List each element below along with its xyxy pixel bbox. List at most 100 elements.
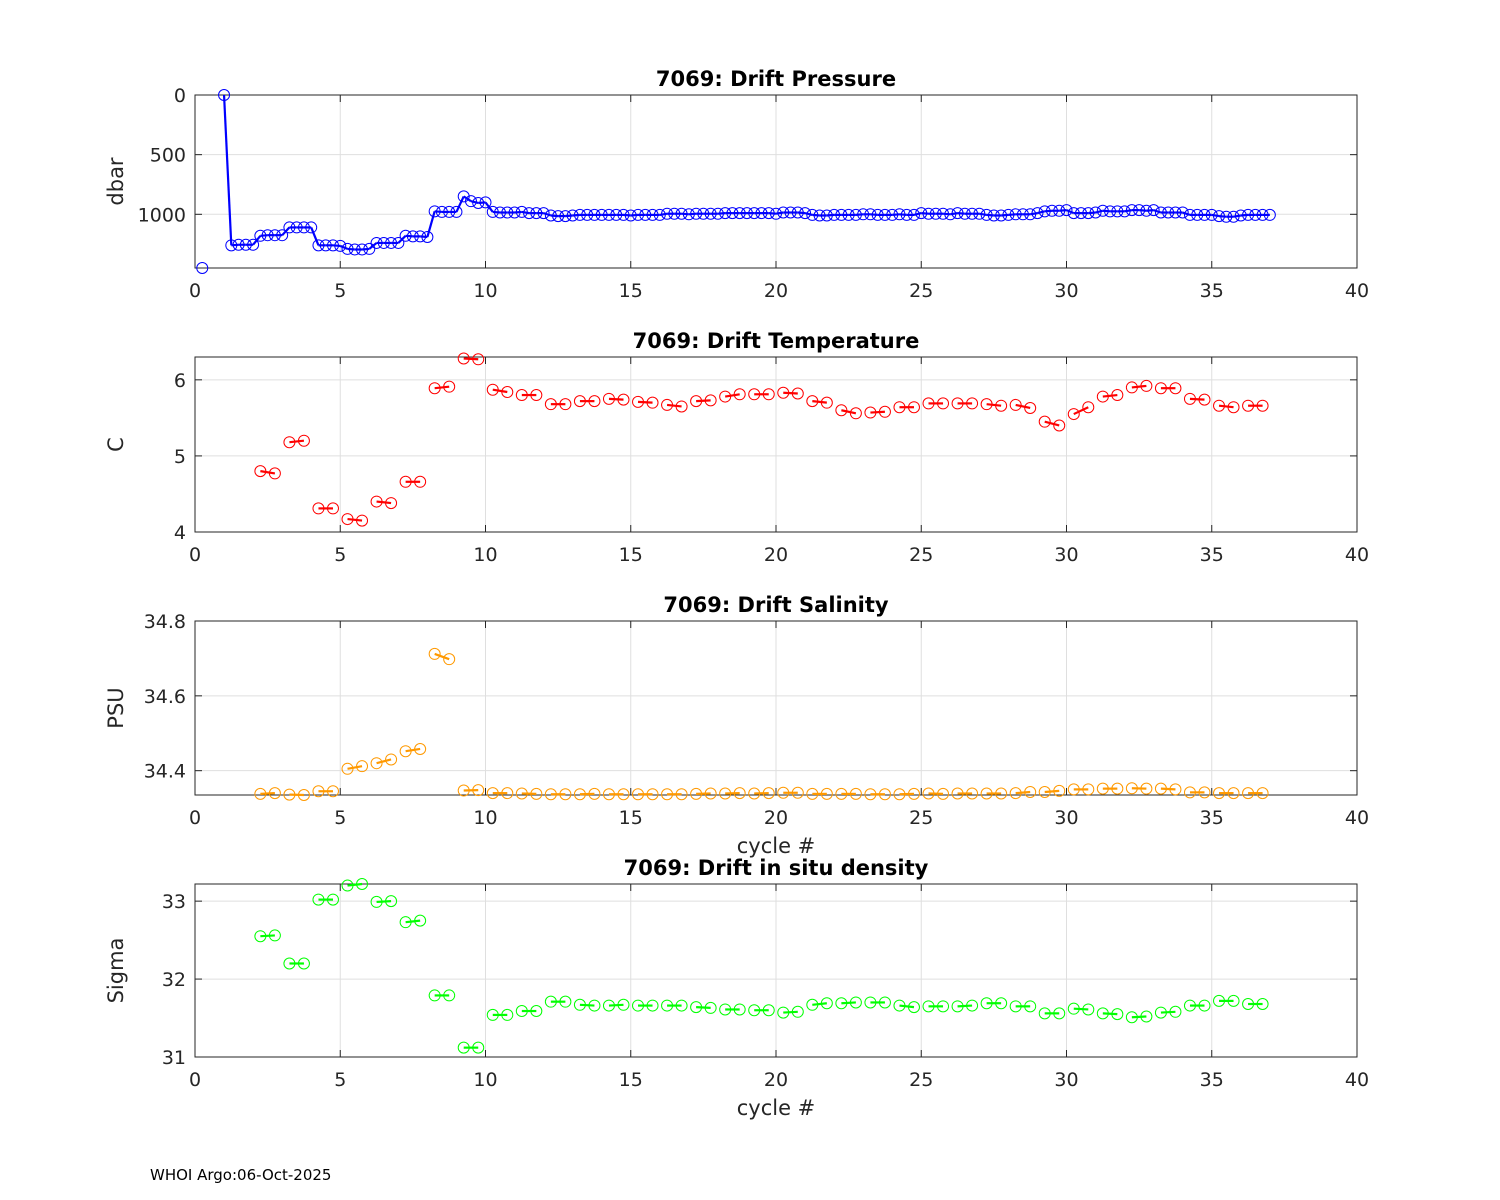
series-segment [1066, 209, 1075, 215]
data-point [646, 396, 659, 409]
data-point [806, 787, 819, 800]
y-tick-label: 4 [174, 522, 186, 544]
series-segment [913, 212, 922, 216]
data-point [661, 999, 674, 1012]
data-point [428, 205, 441, 218]
data-point [348, 243, 361, 256]
y-tick-label: 5 [174, 446, 186, 468]
data-point [326, 239, 339, 252]
data-point [733, 787, 746, 800]
series-segment [332, 244, 341, 248]
data-point [690, 1001, 703, 1014]
data-point [1154, 206, 1167, 219]
series-segment [579, 1003, 595, 1007]
series-segment [950, 212, 958, 216]
chart-title: 7069: Drift Salinity [663, 593, 889, 617]
data-point [835, 787, 848, 800]
data-point [995, 209, 1008, 222]
data-point [995, 787, 1008, 800]
data-point [733, 207, 746, 220]
series-segment [289, 439, 305, 444]
data-point [472, 1041, 485, 1054]
data-point [646, 999, 659, 1012]
data-point [1140, 782, 1153, 795]
data-point [399, 229, 412, 242]
series-segment [724, 393, 740, 398]
series-segment [1218, 215, 1227, 218]
data-point [937, 207, 950, 220]
data-point [820, 209, 833, 222]
data-point [835, 208, 848, 221]
y-tick-label: 32 [162, 969, 186, 991]
series-segment [870, 410, 885, 414]
data-point [1009, 1000, 1022, 1013]
data-point [762, 207, 775, 220]
data-point [617, 998, 630, 1011]
data-point [646, 208, 659, 221]
data-point [1053, 1007, 1066, 1020]
series-segment [841, 1001, 856, 1005]
data-point [878, 405, 891, 418]
data-point [588, 787, 601, 800]
data-point [704, 394, 717, 407]
data-point [849, 407, 862, 420]
data-point [450, 205, 463, 218]
data-point [414, 742, 427, 755]
data-point [937, 1000, 950, 1013]
data-point [1140, 379, 1153, 392]
data-point [225, 239, 238, 252]
x-tick-label: 5 [334, 544, 346, 566]
data-point [878, 788, 891, 801]
data-point [791, 786, 804, 799]
x-tick-label: 10 [473, 280, 497, 302]
x-tick-label: 10 [473, 807, 497, 829]
data-point [370, 895, 383, 908]
series-segment [812, 213, 820, 217]
chart-density: 0 5 10 15 20 25 30 35 40 31 32 33 7069: Drift in sit… [104, 856, 1369, 1120]
series-segment [608, 397, 624, 401]
series-segment [1146, 209, 1154, 212]
data-point [1205, 208, 1218, 221]
y-axis-label: dbar [104, 157, 128, 206]
data-point [552, 210, 565, 223]
series-segment [361, 247, 370, 251]
x-tick-label: 35 [1200, 280, 1224, 302]
data-point [995, 997, 1008, 1010]
series-segment [376, 758, 392, 765]
x-tick-label: 30 [1054, 807, 1078, 829]
data-point [276, 229, 289, 242]
data-point [1198, 393, 1211, 406]
x-tick-label: 5 [334, 280, 346, 302]
data-point [835, 997, 848, 1010]
data-point [777, 1006, 790, 1019]
data-point [799, 207, 812, 220]
series-segment [1008, 213, 1016, 217]
data-point [457, 352, 470, 365]
series-segment [841, 409, 857, 415]
data-point [1227, 210, 1240, 223]
data-point [806, 998, 819, 1011]
data-point [937, 397, 950, 410]
data-point [1242, 399, 1255, 412]
data-point [370, 495, 383, 508]
data-point [864, 406, 877, 419]
data-point [675, 999, 688, 1012]
series-segment [775, 211, 784, 215]
data-point [813, 209, 826, 222]
series-segment [855, 213, 864, 217]
data-point [457, 1041, 470, 1054]
data-point [1024, 1000, 1037, 1013]
series-segment [405, 919, 421, 924]
data-point [820, 997, 833, 1010]
data-point [719, 1003, 732, 1016]
data-point [254, 465, 267, 478]
data-point [770, 207, 782, 220]
data-point [283, 957, 296, 970]
x-tick-label: 0 [189, 807, 201, 829]
data-point [624, 209, 637, 222]
x-tick-label: 20 [764, 807, 788, 829]
data-point [617, 208, 630, 221]
series-segment [1044, 420, 1060, 427]
data-point [719, 390, 732, 403]
x-tick-label: 35 [1200, 544, 1224, 566]
